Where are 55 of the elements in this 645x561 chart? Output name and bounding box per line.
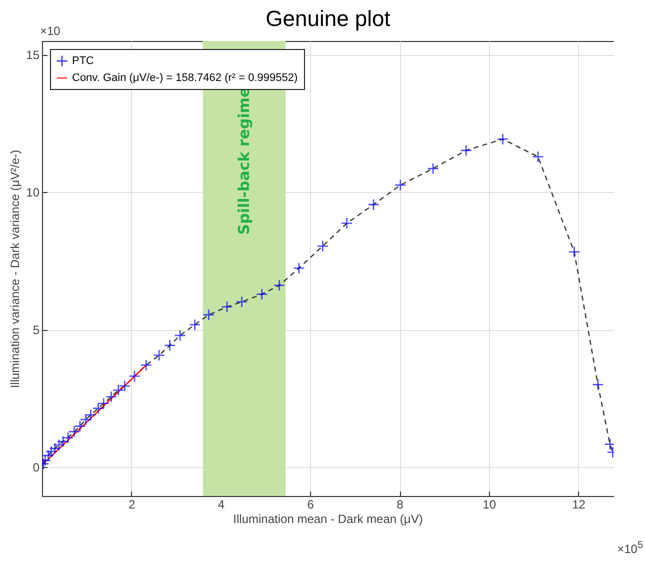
point <box>273 280 286 292</box>
point <box>496 133 509 146</box>
point <box>80 414 92 426</box>
point <box>188 318 201 331</box>
band-label: Spill-back regime <box>235 87 254 235</box>
point <box>84 409 97 421</box>
x-tick-label: 8 <box>396 498 404 512</box>
text: ×10$^{5}$ <box>617 540 643 556</box>
point <box>118 380 131 392</box>
point <box>128 370 140 382</box>
point <box>293 262 305 274</box>
x-tick-label: 2 <box>128 498 136 512</box>
y-axis-title: Illumination variance - Dark variance (μV²/e-) <box>8 150 22 388</box>
point <box>164 339 176 352</box>
y-tick-label: 0 <box>32 460 40 475</box>
y-tick-label: 10 <box>26 186 40 200</box>
point <box>221 300 233 313</box>
chart-title: Genuine plot <box>266 6 390 31</box>
text: ×10 <box>40 24 60 38</box>
point <box>202 308 215 321</box>
x-tick-label: 4 <box>218 498 225 512</box>
point <box>68 426 80 438</box>
point <box>368 198 380 210</box>
point <box>92 402 104 414</box>
y-tick-label: 15 <box>26 48 40 62</box>
point <box>74 420 86 432</box>
point <box>49 442 61 454</box>
point <box>460 144 472 156</box>
x-tick-label: 12 <box>572 498 586 512</box>
point <box>256 288 268 300</box>
point <box>98 397 110 410</box>
point <box>236 296 248 308</box>
point <box>427 162 439 174</box>
x-tick-label: 6 <box>307 498 314 512</box>
point <box>153 349 165 362</box>
point <box>45 446 58 458</box>
legend-label: Conv. Gain (μV/e-) = 158.7462 (r² = 0.999552) <box>72 72 298 84</box>
point <box>394 179 406 191</box>
point <box>105 390 118 403</box>
point <box>316 240 329 252</box>
point <box>532 150 544 163</box>
point <box>592 378 604 391</box>
y-tick-label: 5 <box>32 323 40 338</box>
point <box>42 450 54 462</box>
point <box>57 436 69 448</box>
point <box>53 438 65 451</box>
x-tick-label: 10 <box>482 498 496 512</box>
point <box>112 384 124 396</box>
point <box>568 246 580 258</box>
point <box>140 359 152 372</box>
legend-label: PTC <box>72 55 94 67</box>
point <box>174 330 186 342</box>
x-axis-title: Illumination mean - Dark mean (μV) <box>232 512 424 526</box>
point <box>340 217 353 230</box>
point <box>62 432 74 444</box>
